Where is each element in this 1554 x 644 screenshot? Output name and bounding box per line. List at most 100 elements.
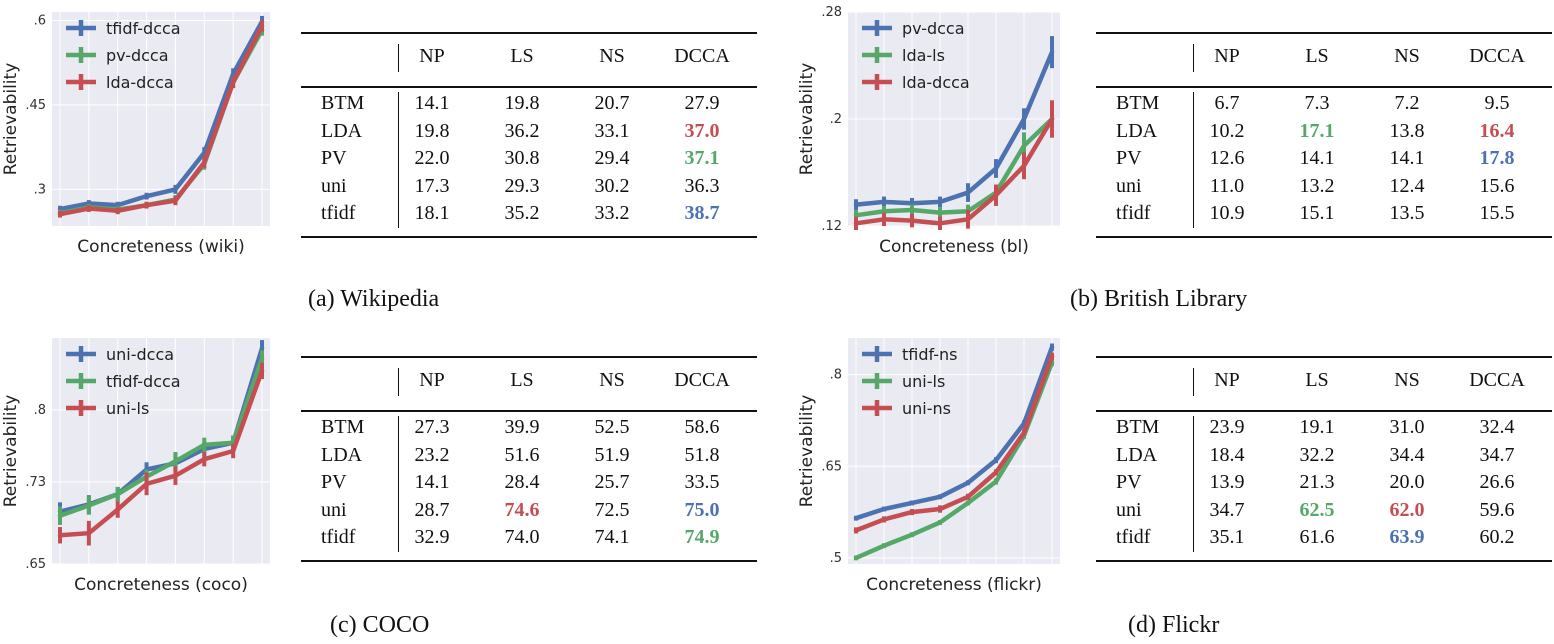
table-cell: 32.4 [1479,416,1515,438]
table-cell-highlight: 63.9 [1389,526,1425,548]
legend-label-tfidf-dcca: tfidf-dcca [106,19,181,38]
plot-area [848,338,1060,564]
legend-label-pv-dcca: pv-dcca [106,46,169,65]
y-tick-label: .2 [830,112,842,127]
series-pv-dcca [853,36,1055,210]
table-cell: 25.7 [594,471,630,493]
y-tick-label: .12 [821,219,842,234]
legend-label-lda-dcca: lda-dcca [106,73,174,92]
table-cell: 74.1 [594,526,630,548]
table-cell: 34.7 [1209,498,1245,521]
table-cell: 13.8 [1389,119,1425,142]
table-cell: 7.3 [1304,92,1330,114]
y-tick-label: .65 [25,557,46,572]
table-cell: 32.9 [414,526,450,548]
y-tick-label: .6 [34,13,46,28]
row-label: tfidf [1116,526,1151,548]
table-cell: 13.9 [1209,471,1245,493]
chart-flickr-svg: .5 .65 .8 Retrievability Concreteness (flick… [797,338,1060,595]
y-tick-label: .45 [25,98,46,113]
table-cell: 6.7 [1214,92,1240,114]
table-cell: 21.3 [1299,471,1335,493]
legend-label-tfidf-ns: tfidf-ns [902,345,958,364]
series-line-lda-ls [853,116,1055,218]
chart-british-library: .12 .2 .28 Retrievability Concreteness (bl) p… [790,0,1070,275]
table-cell: 27.9 [684,92,720,114]
table-cell: 10.9 [1209,202,1245,224]
table-cell: 18.4 [1209,443,1245,466]
table-body-divider [398,92,399,228]
table-mid-rule [301,86,757,88]
column-header: NS [599,45,625,67]
series-lda-dcca [853,100,1055,231]
table-cell: 36.2 [504,119,540,142]
table-cell: 9.5 [1484,92,1510,114]
caption-coco: (c) COCO [330,612,430,638]
table-cell: 29.4 [594,147,630,169]
row-label: uni [1116,498,1142,521]
x-axis-label: Concreteness (wiki) [77,237,244,257]
chart-legend: pv-dcca lda-ls lda-dcca [862,19,970,92]
column-header: NS [1394,45,1420,67]
table-header-divider [398,44,399,72]
table-cell-highlight: 74.9 [684,526,720,548]
row-label: tfidf [321,526,356,548]
legend-label-uni-ls: uni-ls [106,399,149,418]
series-uni-ls [57,362,265,546]
table-cell: 10.2 [1209,119,1245,142]
series-line-uni-ns [853,354,1055,533]
row-label: LDA [1116,443,1158,466]
table-cell: 28.7 [414,498,450,521]
column-header: LS [1305,45,1329,67]
series-tfidf-ns [853,343,1055,521]
row-label: tfidf [321,202,356,224]
series-uni-ns [853,352,1055,534]
table-cell: 29.3 [504,174,540,197]
table-top-rule [1096,32,1552,34]
table-cell-highlight: 74.6 [504,498,540,521]
legend-label-uni-ls: uni-ls [902,372,945,391]
table-cell: 17.3 [414,174,450,197]
table-bottom-rule [301,236,757,238]
column-header: DCCA [1469,45,1525,67]
table-cell-highlight: 37.0 [684,119,720,142]
plot-area [52,12,270,226]
row-label: uni [321,174,347,197]
table-cell-highlight: 38.7 [684,202,720,224]
series-line-lda-dcca [853,116,1055,226]
table-cell-highlight: 17.8 [1479,147,1515,169]
y-tick-label: .28 [821,5,842,20]
table-cell: 59.6 [1479,498,1515,521]
chart-coco: .65 .73 .8 Retrievability Concreteness (coco… [0,330,275,595]
y-tick-label: .5 [830,551,842,566]
table-cell: 19.8 [504,92,540,114]
table-top-rule [301,32,757,34]
table-bottom-rule [1096,560,1552,562]
column-header: LS [510,45,534,67]
y-axis-label: Retrievability [1,395,21,508]
row-label: PV [1116,471,1142,493]
table-cell: 72.5 [594,498,630,521]
table-cell: 39.9 [504,416,540,438]
table-mid-rule [1096,86,1552,88]
table-cell: 14.1 [414,471,450,493]
column-header: NS [1394,369,1420,391]
column-header: NP [419,369,445,391]
y-axis-label: Retrievability [797,63,817,176]
legend-label-uni-ns: uni-ns [902,399,951,418]
table-cell: 33.1 [594,119,630,142]
table-cell: 51.8 [684,443,720,466]
table-cell: 30.8 [504,147,540,169]
legend-label-uni-dcca: uni-dcca [106,345,174,364]
series-line-uni-ls [853,360,1055,561]
table-cell: 26.6 [1479,471,1515,493]
row-label: LDA [1116,119,1158,142]
y-axis-label: Retrievability [1,63,21,176]
column-header: NP [1214,45,1240,67]
chart-legend: tfidf-ns uni-ls uni-ns [862,345,958,418]
table-cell: 34.4 [1389,443,1425,466]
table-cell-highlight: 75.0 [684,498,720,521]
y-axis-label: Retrievability [797,395,817,508]
table-cell: 15.6 [1479,174,1515,197]
chart-flickr: .5 .65 .8 Retrievability Concreteness (flick… [790,330,1070,595]
